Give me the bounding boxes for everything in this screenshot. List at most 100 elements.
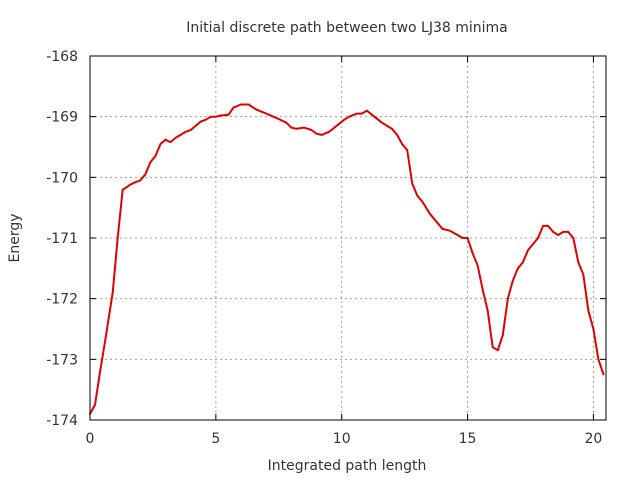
data-point [486,309,489,312]
data-point [449,229,451,232]
data-point [116,237,119,239]
chart-title: Initial discrete path between two LJ38 m… [186,20,508,36]
data-point [179,134,182,136]
data-point [227,113,230,116]
data-point [255,108,257,111]
data-point [152,158,154,161]
y-tick-label: -169 [46,110,78,126]
data-point [512,279,514,282]
data-point [169,141,172,144]
data-point [129,183,132,186]
data-point [275,117,278,119]
data-point [411,182,414,185]
data-point [476,264,479,267]
data-point [381,121,383,124]
series-line [89,103,605,415]
data-point [134,181,137,184]
grid-lines [90,56,606,420]
data-point [149,161,152,164]
data-point [517,267,519,270]
data-point [99,370,101,373]
data-point [111,291,114,294]
data-point [285,121,288,124]
data-point [247,103,250,106]
data-point [428,212,431,215]
x-tick-label: 10 [333,431,351,447]
data-point [537,237,539,239]
data-point [104,340,106,342]
data-point [522,261,524,264]
y-tick-label: -168 [46,49,78,65]
data-point [577,261,580,264]
data-point [602,373,605,376]
data-point [335,124,338,127]
data-point [154,155,157,158]
data-point [587,309,590,312]
data-point [597,358,600,361]
data-point [542,225,544,227]
data-point [436,221,439,224]
data-point [466,237,469,239]
data-point [491,346,494,349]
data-point [355,112,358,115]
data-point [303,126,305,129]
data-point [416,194,419,197]
y-tick-label: -171 [46,231,78,247]
data-point [290,126,293,129]
data-point [174,137,177,139]
x-tick-label: 5 [211,431,220,447]
data-point [232,106,235,109]
data-point [386,124,388,127]
data-point [496,349,499,352]
data-point [310,129,313,131]
data-point [209,115,212,118]
data-point [164,138,167,141]
data-point [139,179,142,182]
axis-ticks: 0 5 10 15 20 -168 -169 -170 -171 -172 -173 -174 [46,49,606,447]
x-axis-label: Integrated path length [268,458,427,474]
data-point [557,234,560,236]
data-point [421,200,424,203]
data-point [199,120,202,123]
data-point [159,143,162,145]
data-point [373,115,376,118]
data-point [328,130,330,133]
data-point [506,297,509,300]
y-tick-label: -172 [46,292,78,308]
data-point [441,228,444,230]
data-point [501,334,504,336]
data-point [547,225,549,227]
data-point [204,118,207,121]
data-point [567,231,570,233]
y-axis-label: Energy [7,213,23,262]
data-point [532,243,534,246]
data-point [265,112,268,115]
data-point [366,109,368,112]
data-point [391,127,393,130]
data-point [360,112,363,115]
data-point [461,237,464,239]
x-tick-label: 20 [585,431,603,447]
data-point [295,127,298,130]
data-point [343,118,346,121]
data-point [220,114,222,117]
data-point [189,129,192,131]
data-point [320,134,323,136]
x-tick-label: 15 [459,431,477,447]
data-point [194,124,197,127]
data-point [527,249,529,252]
data-point [572,237,575,239]
y-tick-label: -174 [46,413,78,429]
data-point [562,231,565,233]
data-point [456,234,459,236]
data-point [471,252,474,255]
data-point [481,288,484,291]
data-point [144,173,147,176]
data-point [124,187,127,190]
data-point [401,143,403,145]
plot-frame [89,55,607,421]
y-tick-label: -170 [46,170,78,186]
plot-area [89,103,605,415]
data-point [348,115,351,118]
